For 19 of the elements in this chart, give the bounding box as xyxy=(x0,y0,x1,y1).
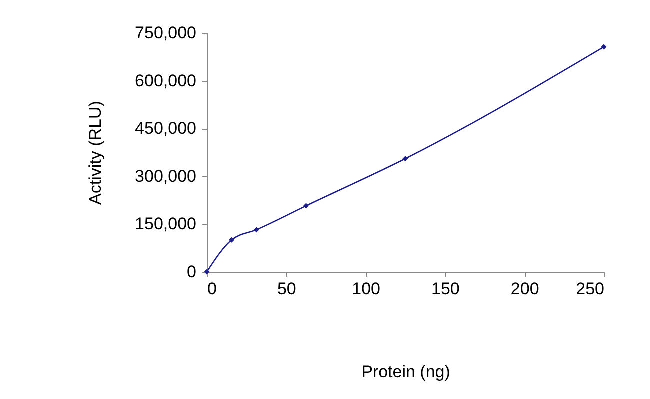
y-axis-title: Activity (RLU) xyxy=(86,101,106,205)
point xyxy=(229,237,235,243)
point xyxy=(402,156,408,162)
x-tick-label: 0 xyxy=(208,280,217,298)
y-tick-label: 150,000 xyxy=(135,214,196,234)
y-tick-label: 750,000 xyxy=(135,24,196,42)
y-tick-label: 600,000 xyxy=(135,71,196,90)
y-tick-label: 300,000 xyxy=(135,166,196,186)
x-tick-label: 250 xyxy=(576,280,604,298)
x-axis-title: Protein (ng) xyxy=(362,362,450,382)
x-tick-label: 100 xyxy=(352,280,380,298)
x-tick-label: 150 xyxy=(432,280,460,298)
y-tick-label: 0 xyxy=(187,262,196,282)
y-tick-label: 450,000 xyxy=(135,119,196,138)
x-tick-label: 200 xyxy=(510,280,540,298)
point xyxy=(254,227,260,233)
point xyxy=(601,44,607,50)
x-tick-label: 50 xyxy=(277,280,296,298)
point xyxy=(304,203,309,209)
